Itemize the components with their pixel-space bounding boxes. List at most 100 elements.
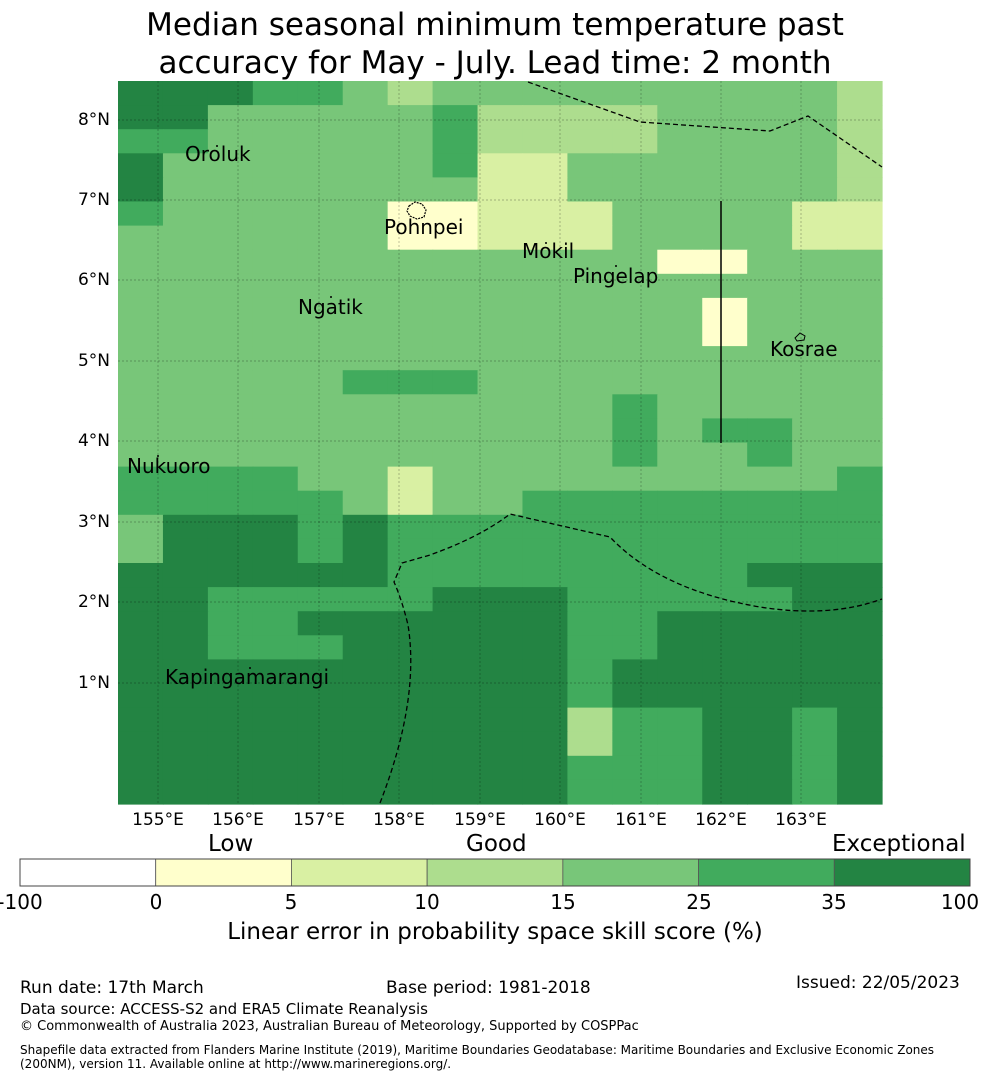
islands [157,145,806,669]
skill-cell [702,177,748,203]
skill-cell [162,490,209,516]
skill-cell [477,177,524,203]
skill-cell [387,490,434,516]
skill-cell [522,105,569,130]
island-kosrae [794,332,806,342]
colorbar-category-low: Low [208,831,254,857]
skill-cell [657,225,703,251]
eez-boundaries [379,81,883,804]
skill-cell [792,731,838,757]
skill-cell [252,755,299,781]
skill-cell [747,153,793,178]
lat-label-4n: 4°N [77,431,110,451]
skill-cell [657,731,703,757]
skill-cell [387,273,434,299]
skill-cell [342,587,389,612]
skill-cell [702,273,748,299]
skill-cell [747,322,793,347]
skill-cell [747,779,793,805]
skill-cell [477,466,524,492]
skill-cell [207,755,254,781]
skill-cell [702,105,748,130]
skill-cell [387,442,434,468]
skill-cell [657,346,703,371]
skill-cell [477,611,524,636]
skill-cell [342,731,389,757]
skill-cell [567,370,613,395]
skill-cell [207,490,254,516]
skill-cell [522,394,569,419]
skill-cell [747,177,793,203]
skill-cell [252,611,299,636]
skill-cell [612,538,658,564]
skill-cell [522,563,569,588]
skill-cell [342,201,389,227]
skill-cell [567,563,613,588]
skill-cell [567,129,613,154]
skill-cell [477,394,524,419]
skill-cell [792,177,838,203]
skill-cell [297,466,344,492]
lon-label-162e: 162°E [695,810,747,830]
skill-cell [252,490,299,516]
skill-cell [567,201,613,227]
skill-cell [702,611,748,636]
skill-cell [118,707,164,733]
skill-cell [387,129,434,154]
skill-cell [792,490,838,516]
skill-cell [118,322,164,347]
skill-cell [207,611,254,636]
skill-cell [162,346,209,371]
skill-cell [477,418,524,444]
skill-cell [792,683,838,709]
skill-cell [702,490,748,516]
skill-cell [162,129,209,154]
skill-cell [477,153,524,178]
skill-cell [612,322,658,347]
skill-cell [207,683,254,709]
skill-cell [747,273,793,299]
skill-cell [297,563,344,588]
skill-cell [792,442,838,468]
skill-cell [118,779,164,805]
skill-cell [657,418,703,444]
skill-cell [702,225,748,251]
skill-cell [432,177,479,203]
skill-cell [162,779,209,805]
skill-cell [432,370,479,395]
skill-cell [207,370,254,395]
skill-cell [297,779,344,805]
skill-cell [837,153,883,178]
skill-cell [747,731,793,757]
skill-cell [118,442,164,468]
skill-cell [612,659,658,685]
skill-cell [522,418,569,444]
skill-cell [477,129,524,154]
skill-cell [792,346,838,371]
skill-cell [118,153,164,178]
skill-cell [567,683,613,709]
skill-cell [342,129,389,154]
island-ngatik [330,296,332,298]
skill-cell [342,442,389,468]
skill-cell [252,731,299,757]
skill-cell [252,297,299,323]
skill-cell [432,105,479,130]
skill-cell [118,563,164,588]
skill-cell [522,249,569,275]
island-pohnpei [406,201,427,220]
skill-cell [118,731,164,757]
skill-cell [432,466,479,492]
skill-cell [837,201,883,227]
skill-cell [747,755,793,781]
island-nukuoro [157,455,159,457]
place-label-mokil: Mokil [522,239,575,263]
skill-cell [477,346,524,371]
skill-cell [432,273,479,299]
skill-cell [567,418,613,444]
skill-cell [837,563,883,588]
skill-cell [432,394,479,419]
skill-cell [387,538,434,564]
skill-cell [342,563,389,588]
